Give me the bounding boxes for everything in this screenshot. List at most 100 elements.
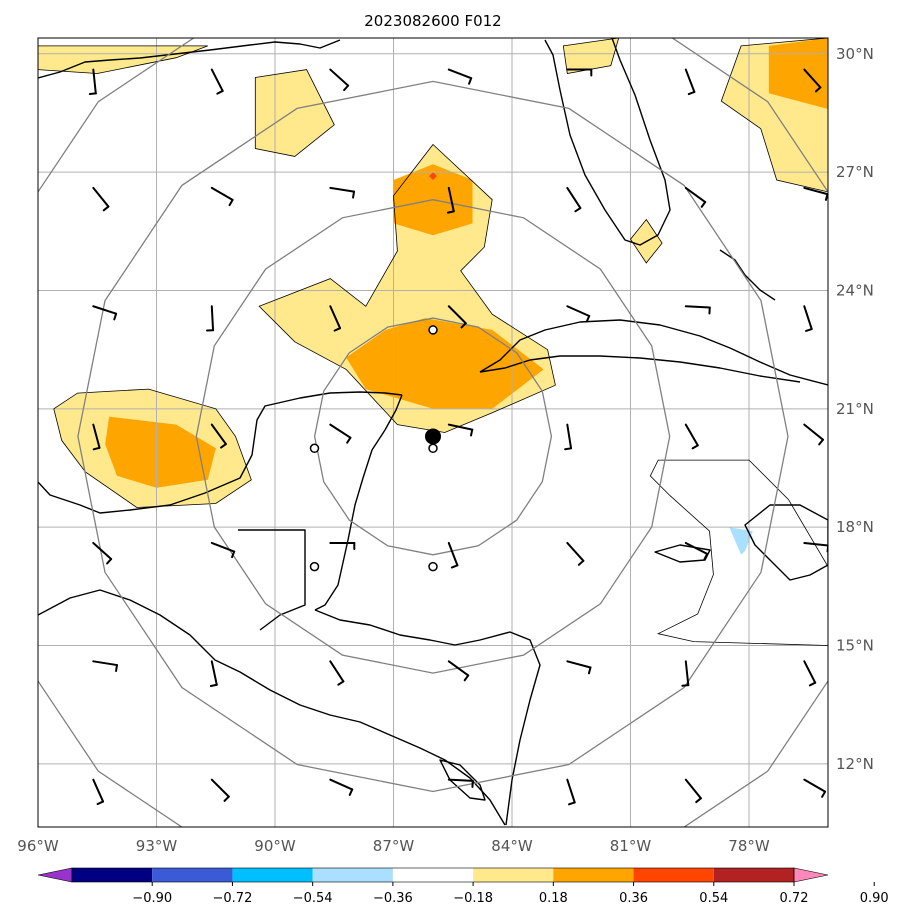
wind-barb xyxy=(447,423,474,437)
cuba xyxy=(479,319,828,386)
wind-barb xyxy=(566,68,593,77)
lon-tick-label: 93°W xyxy=(136,837,178,855)
shading-layer xyxy=(38,38,828,646)
latitude-labels: 30°N 27°N 24°N 21°N 18°N 15°N 12°N xyxy=(836,45,874,773)
wind-barb xyxy=(684,68,696,96)
wind-barb xyxy=(329,660,345,686)
wind-barb xyxy=(681,660,690,687)
honduras-nicaragua-coast xyxy=(314,609,541,826)
colorbar-tick-label: 0.72 xyxy=(780,891,809,906)
wind-barb xyxy=(209,660,218,688)
colorbar-segment xyxy=(392,868,474,882)
wind-barb xyxy=(329,305,342,332)
range-ring xyxy=(77,80,789,793)
colorbar-tick-label: 0.36 xyxy=(619,891,648,906)
wind-barb xyxy=(92,423,101,451)
wind-barb xyxy=(447,68,473,85)
wind-barb xyxy=(92,660,119,672)
wind-barb xyxy=(447,778,474,788)
shaded-region xyxy=(429,172,437,180)
lon-tick-label: 81°W xyxy=(610,837,652,855)
range-ring xyxy=(195,199,671,674)
longitude-labels: 96°W 93°W 90°W 87°W 84°W 81°W 78°W xyxy=(17,837,770,855)
wind-barb xyxy=(564,423,573,451)
contour-line xyxy=(630,218,663,264)
colorbar-extend-high xyxy=(793,867,829,883)
wind-barb xyxy=(684,541,709,561)
lat-tick-label: 24°N xyxy=(836,281,874,299)
colorbar-segment xyxy=(473,868,554,882)
lon-tick-label: 84°W xyxy=(491,837,533,855)
wind-barb xyxy=(446,186,455,214)
wind-barb xyxy=(92,305,118,321)
grid-point-marker xyxy=(428,325,438,335)
contour-line xyxy=(53,388,252,508)
wind-barb xyxy=(684,778,702,804)
colorbar-tick-label: −0.36 xyxy=(373,891,413,906)
contour-line xyxy=(38,45,208,74)
shaded-region xyxy=(105,416,216,488)
lat-tick-label: 21°N xyxy=(836,400,874,418)
lon-tick-label: 78°W xyxy=(728,837,770,855)
colorbar-segment xyxy=(152,868,233,882)
wind-barb xyxy=(684,305,711,315)
wind-barb xyxy=(684,186,707,208)
grid-point-marker xyxy=(428,561,438,572)
wind-barb xyxy=(210,423,227,449)
wind-barb xyxy=(566,186,582,213)
lat-tick-label: 27°N xyxy=(836,163,874,181)
colorbar-segment xyxy=(72,868,153,882)
gridlines xyxy=(38,38,828,827)
wind-barb xyxy=(329,541,356,550)
bahamas xyxy=(719,249,776,301)
wind-barb xyxy=(92,186,110,212)
colorbar-segment xyxy=(553,868,634,882)
yucatan-east-coast xyxy=(314,394,403,611)
wind-barb xyxy=(447,660,470,682)
center-markers xyxy=(309,325,441,572)
florida-coast xyxy=(544,38,671,246)
wind-barb xyxy=(803,660,817,687)
wind-barb xyxy=(566,305,591,323)
colorbar-segment xyxy=(713,868,794,882)
wind-barb xyxy=(803,778,827,798)
wind-barb xyxy=(803,68,822,93)
wind-barb xyxy=(566,778,576,806)
map-title: 2023082600 F012 xyxy=(364,12,501,30)
lon-tick-label: 87°W xyxy=(373,837,415,855)
lat-tick-label: 30°N xyxy=(836,45,874,63)
colorbar-segment xyxy=(633,868,714,882)
wind-barb xyxy=(329,423,352,444)
colorbar-frame xyxy=(71,867,795,883)
shaded-region xyxy=(346,318,544,409)
wind-barb xyxy=(803,305,813,332)
colorbar-tick-label: −0.54 xyxy=(293,891,333,906)
wind-barb xyxy=(684,423,699,450)
shaded-region xyxy=(729,527,753,555)
hispaniola xyxy=(744,504,828,581)
wind-barb xyxy=(92,778,105,806)
shaded-region xyxy=(650,460,828,646)
wind-barb xyxy=(206,305,215,332)
contour-line xyxy=(720,38,828,193)
lat-tick-label: 12°N xyxy=(836,755,874,773)
wind-barb xyxy=(329,778,354,796)
colorbar-tick-label: 0.54 xyxy=(699,891,728,906)
grid-point-marker xyxy=(428,443,438,454)
colorbar-tick-label: −0.18 xyxy=(453,891,493,906)
cuba-south xyxy=(479,355,801,383)
storm-center-marker xyxy=(425,428,441,445)
wind-barb xyxy=(447,541,459,569)
wind-barb xyxy=(329,186,356,199)
colorbar-segment xyxy=(312,868,393,882)
grid-point-marker xyxy=(309,443,320,454)
guatemala-border xyxy=(238,529,306,631)
colorbar: −0.90 −0.72 −0.54 −0.36 −0.18 0.18 0.36 0.54 0.7… xyxy=(37,867,889,906)
wind-barb xyxy=(210,186,234,207)
wind-barb xyxy=(88,68,97,96)
wind-barb xyxy=(447,305,467,329)
wind-barb xyxy=(92,541,113,565)
colorbar-tick-label: −0.90 xyxy=(132,891,172,906)
